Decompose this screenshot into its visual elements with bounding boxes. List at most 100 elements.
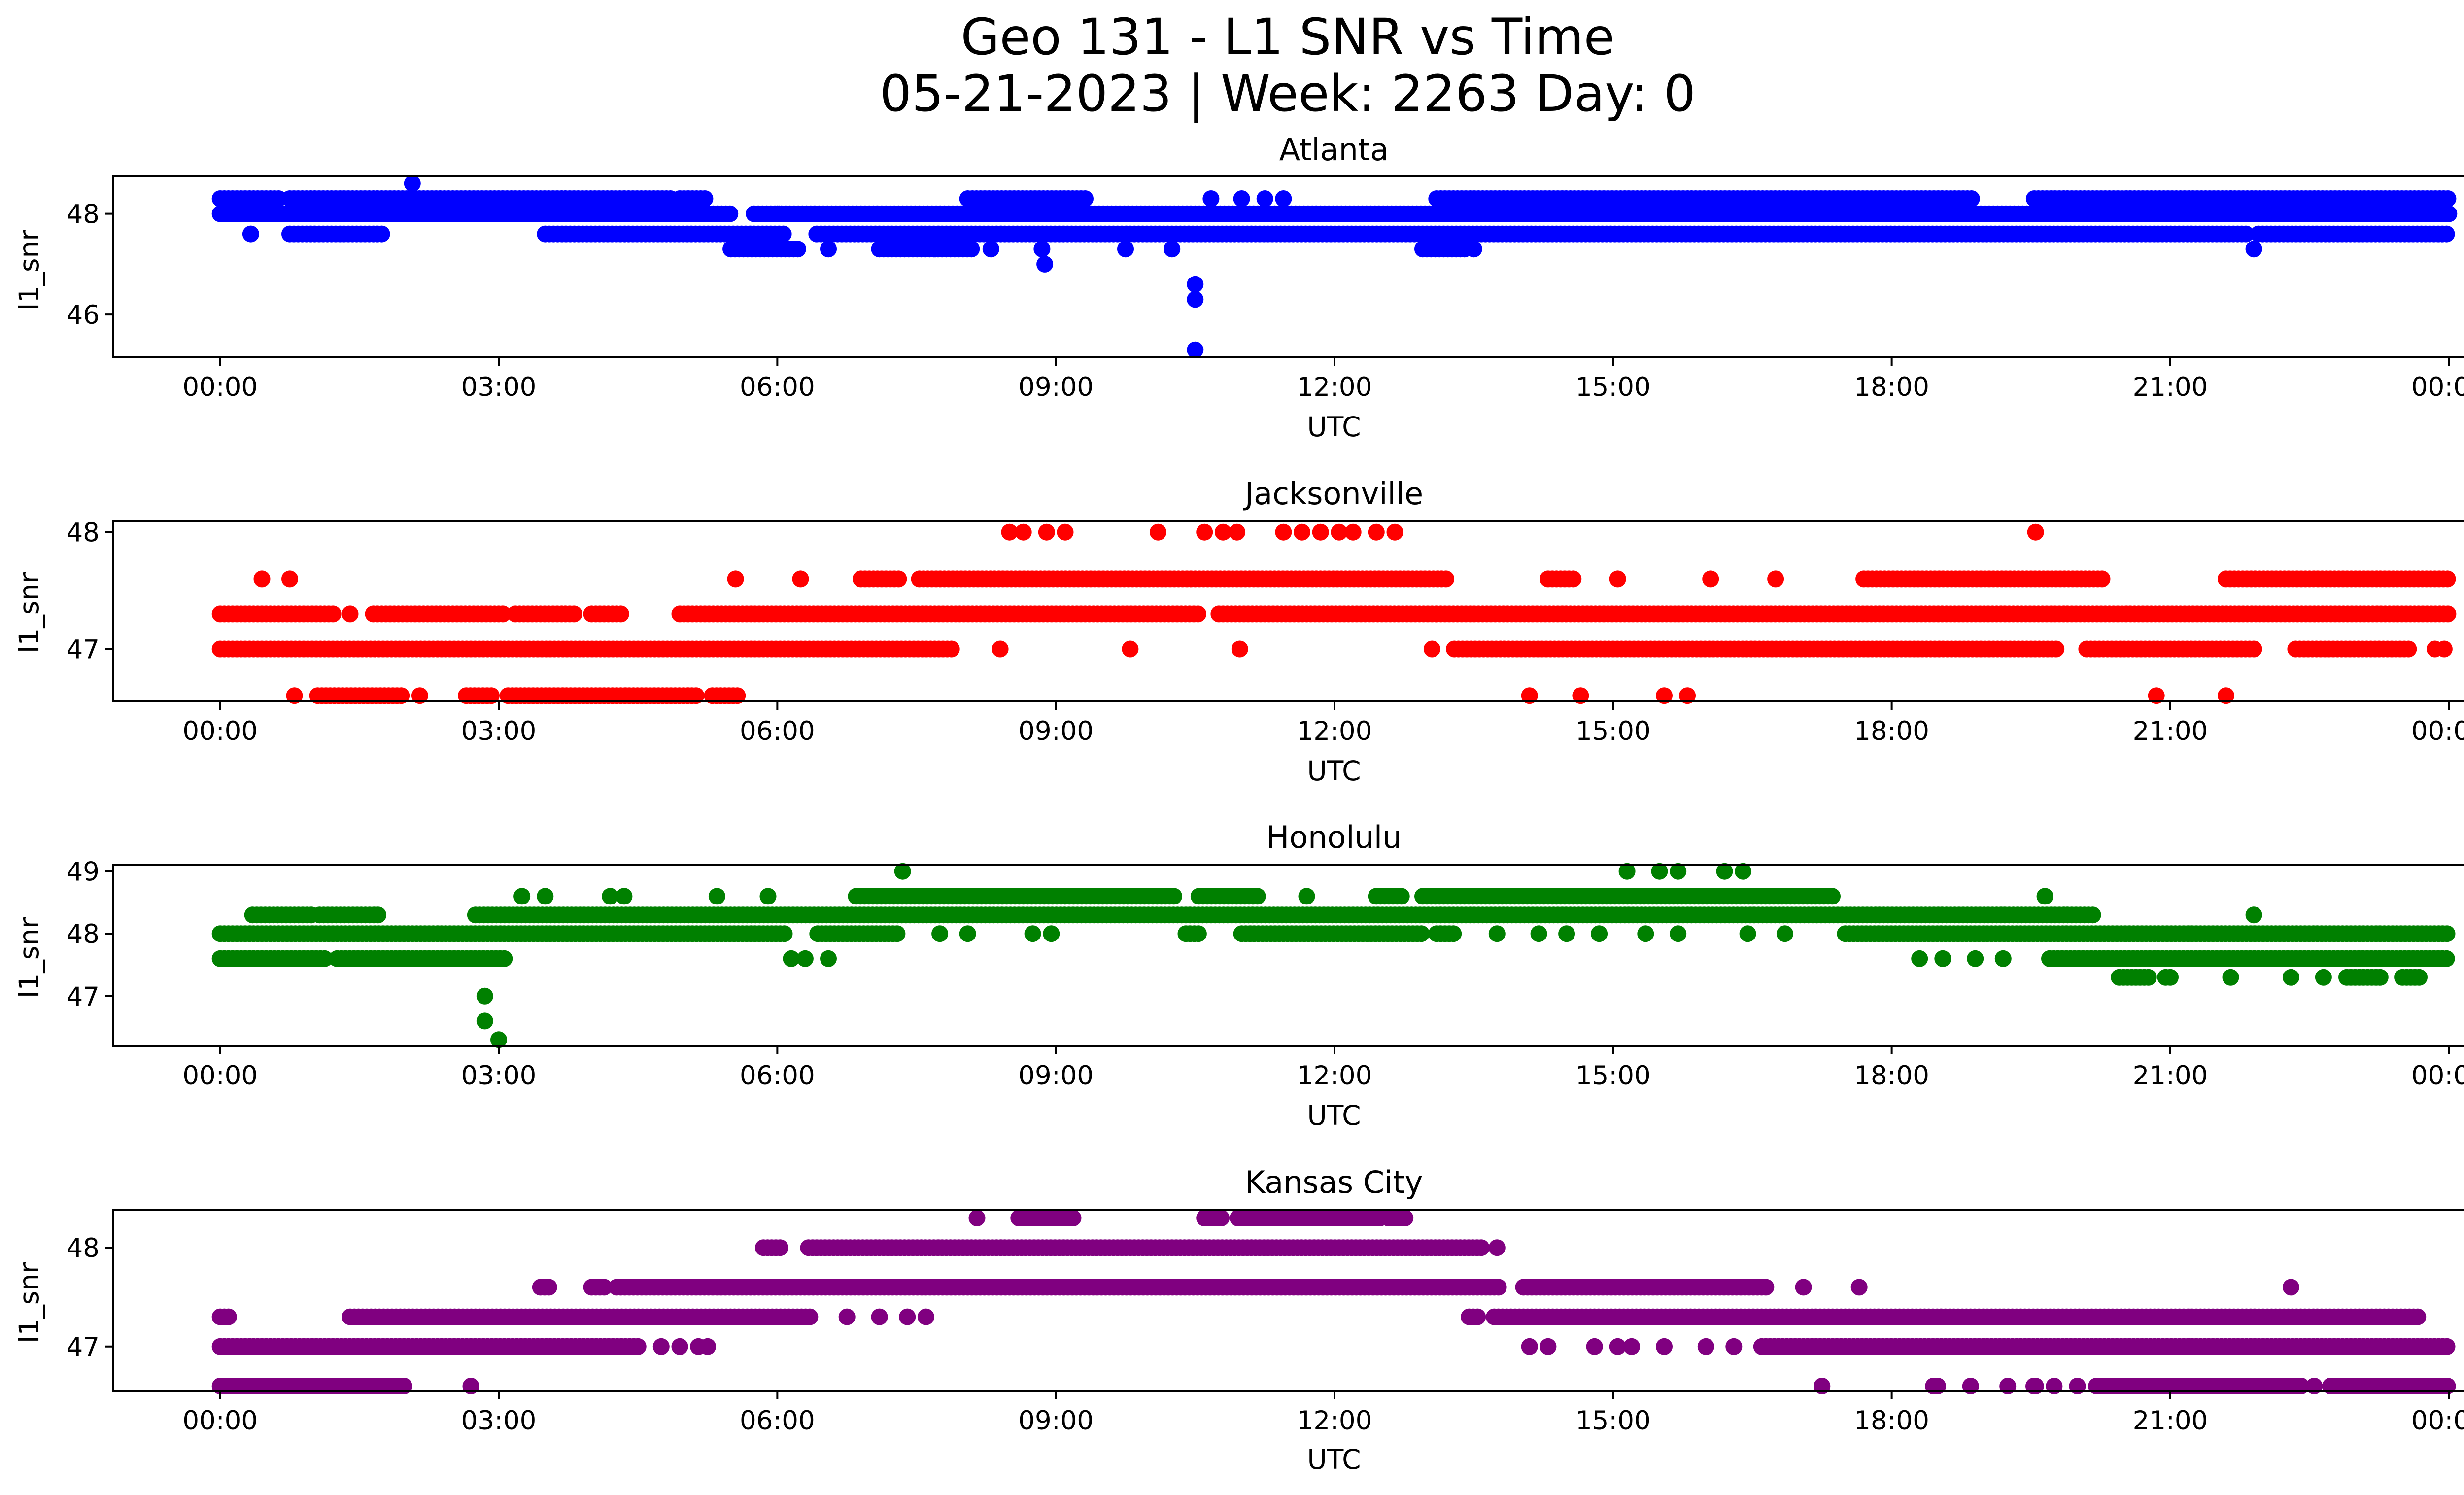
data-point	[370, 906, 387, 924]
data-point	[796, 950, 814, 967]
x-tick-label: 21:00	[2133, 1061, 2208, 1091]
data-point	[1397, 1210, 1414, 1226]
data-point	[1150, 523, 1166, 541]
data-point	[889, 925, 906, 942]
data-point	[1565, 570, 1582, 588]
data-point	[1609, 570, 1626, 588]
x-tick-label: 00:00	[182, 716, 258, 746]
y-axis-label: l1_snr	[13, 572, 45, 653]
data-point	[943, 640, 960, 658]
data-point	[1445, 925, 1462, 942]
data-point	[1077, 190, 1094, 207]
data-point	[2439, 570, 2456, 588]
plot-area: 00:00 03:00 06:00 09:00 12:00 15:00 18:00 21:00…	[67, 857, 2464, 1091]
data-point	[1036, 255, 1054, 273]
data-point	[759, 888, 777, 905]
points	[211, 175, 2458, 358]
data-point	[1298, 888, 1315, 905]
data-point	[775, 225, 792, 243]
data-point	[612, 605, 629, 623]
y-tick-label: 46	[67, 300, 100, 330]
x-tick-label: 12:00	[1297, 716, 1372, 746]
figure-title-line1: Geo 131 - L1 SNR vs Time	[961, 8, 1615, 67]
data-point	[2439, 190, 2457, 207]
data-point	[1490, 1279, 1507, 1296]
data-point	[1967, 950, 1984, 967]
data-point	[2400, 640, 2417, 658]
data-point	[1776, 925, 1793, 942]
data-point	[992, 640, 1009, 658]
data-point	[565, 605, 582, 623]
data-point	[1465, 241, 1482, 258]
points	[211, 523, 2457, 704]
panel-honolulu: Honolulu l1_snr UTC 00:00 03:00 06:00 09:00…	[13, 819, 2464, 1131]
points	[211, 1210, 2456, 1394]
x-tick-label: 09:00	[1018, 716, 1094, 746]
data-point	[1064, 1210, 1082, 1226]
data-point	[404, 175, 421, 192]
data-point	[2162, 969, 2179, 986]
data-point	[2222, 969, 2239, 986]
data-point	[1591, 925, 1608, 942]
x-tick-label: 03:00	[461, 372, 537, 402]
data-point	[1187, 291, 1204, 308]
x-tick-label: 18:00	[1854, 716, 1929, 746]
x-tick-label: 00:00	[182, 372, 258, 402]
x-axis-label: UTC	[1307, 1444, 1361, 1475]
y-axis-label: l1_snr	[13, 917, 45, 998]
data-point	[1488, 925, 1506, 942]
data-point	[1196, 523, 1213, 541]
data-point	[1963, 190, 1980, 207]
data-point	[1386, 523, 1403, 541]
data-point	[1934, 950, 1951, 967]
data-point	[1994, 950, 2012, 967]
data-point	[1275, 523, 1292, 541]
data-point	[1393, 888, 1410, 905]
y-tick-label: 47	[67, 982, 100, 1012]
data-point	[1368, 523, 1385, 541]
data-point	[2371, 969, 2389, 986]
x-axis-label: UTC	[1307, 411, 1361, 443]
data-point	[820, 241, 837, 258]
data-point	[1413, 925, 1430, 942]
data-point	[1229, 523, 1246, 541]
data-point	[1767, 570, 1784, 588]
data-point	[476, 987, 493, 1005]
panel-title: Honolulu	[1266, 819, 1402, 855]
x-tick-label: 00:00	[2411, 1061, 2464, 1091]
data-point	[537, 888, 554, 905]
x-axis-label: UTC	[1307, 1100, 1361, 1131]
data-point	[772, 1239, 788, 1256]
x-tick-label: 15:00	[1575, 372, 1651, 402]
data-point	[1057, 523, 1074, 541]
x-tick-label: 03:00	[461, 1061, 537, 1091]
data-point	[820, 950, 837, 967]
data-point	[373, 225, 390, 243]
x-tick-label: 03:00	[461, 716, 537, 746]
panel-title: Atlanta	[1279, 132, 1389, 168]
plot-area: 00:00 03:00 06:00 09:00 12:00 15:00 18:00 21:00…	[67, 518, 2464, 746]
data-point	[1249, 888, 1266, 905]
data-point	[1702, 570, 1719, 588]
data-point	[792, 570, 809, 588]
data-point	[1530, 925, 1547, 942]
data-point	[776, 925, 793, 942]
x-tick-label: 06:00	[740, 372, 815, 402]
data-point	[342, 605, 359, 623]
data-point	[982, 241, 999, 258]
panel-title: Jacksonville	[1243, 476, 1423, 512]
data-point	[959, 190, 976, 207]
data-point	[1038, 523, 1055, 541]
data-point	[1202, 190, 1220, 207]
x-tick-label: 21:00	[2133, 372, 2208, 402]
data-point	[2048, 640, 2065, 658]
data-point	[1187, 276, 1204, 293]
data-point	[220, 1308, 237, 1325]
data-point	[1670, 925, 1687, 942]
plot-area: 00:00 03:00 06:00 09:00 12:00 15:00 18:00 21:00…	[67, 175, 2464, 402]
data-point	[1911, 950, 1928, 967]
data-point	[616, 888, 633, 905]
data-point	[1024, 925, 1041, 942]
data-point	[931, 925, 949, 942]
